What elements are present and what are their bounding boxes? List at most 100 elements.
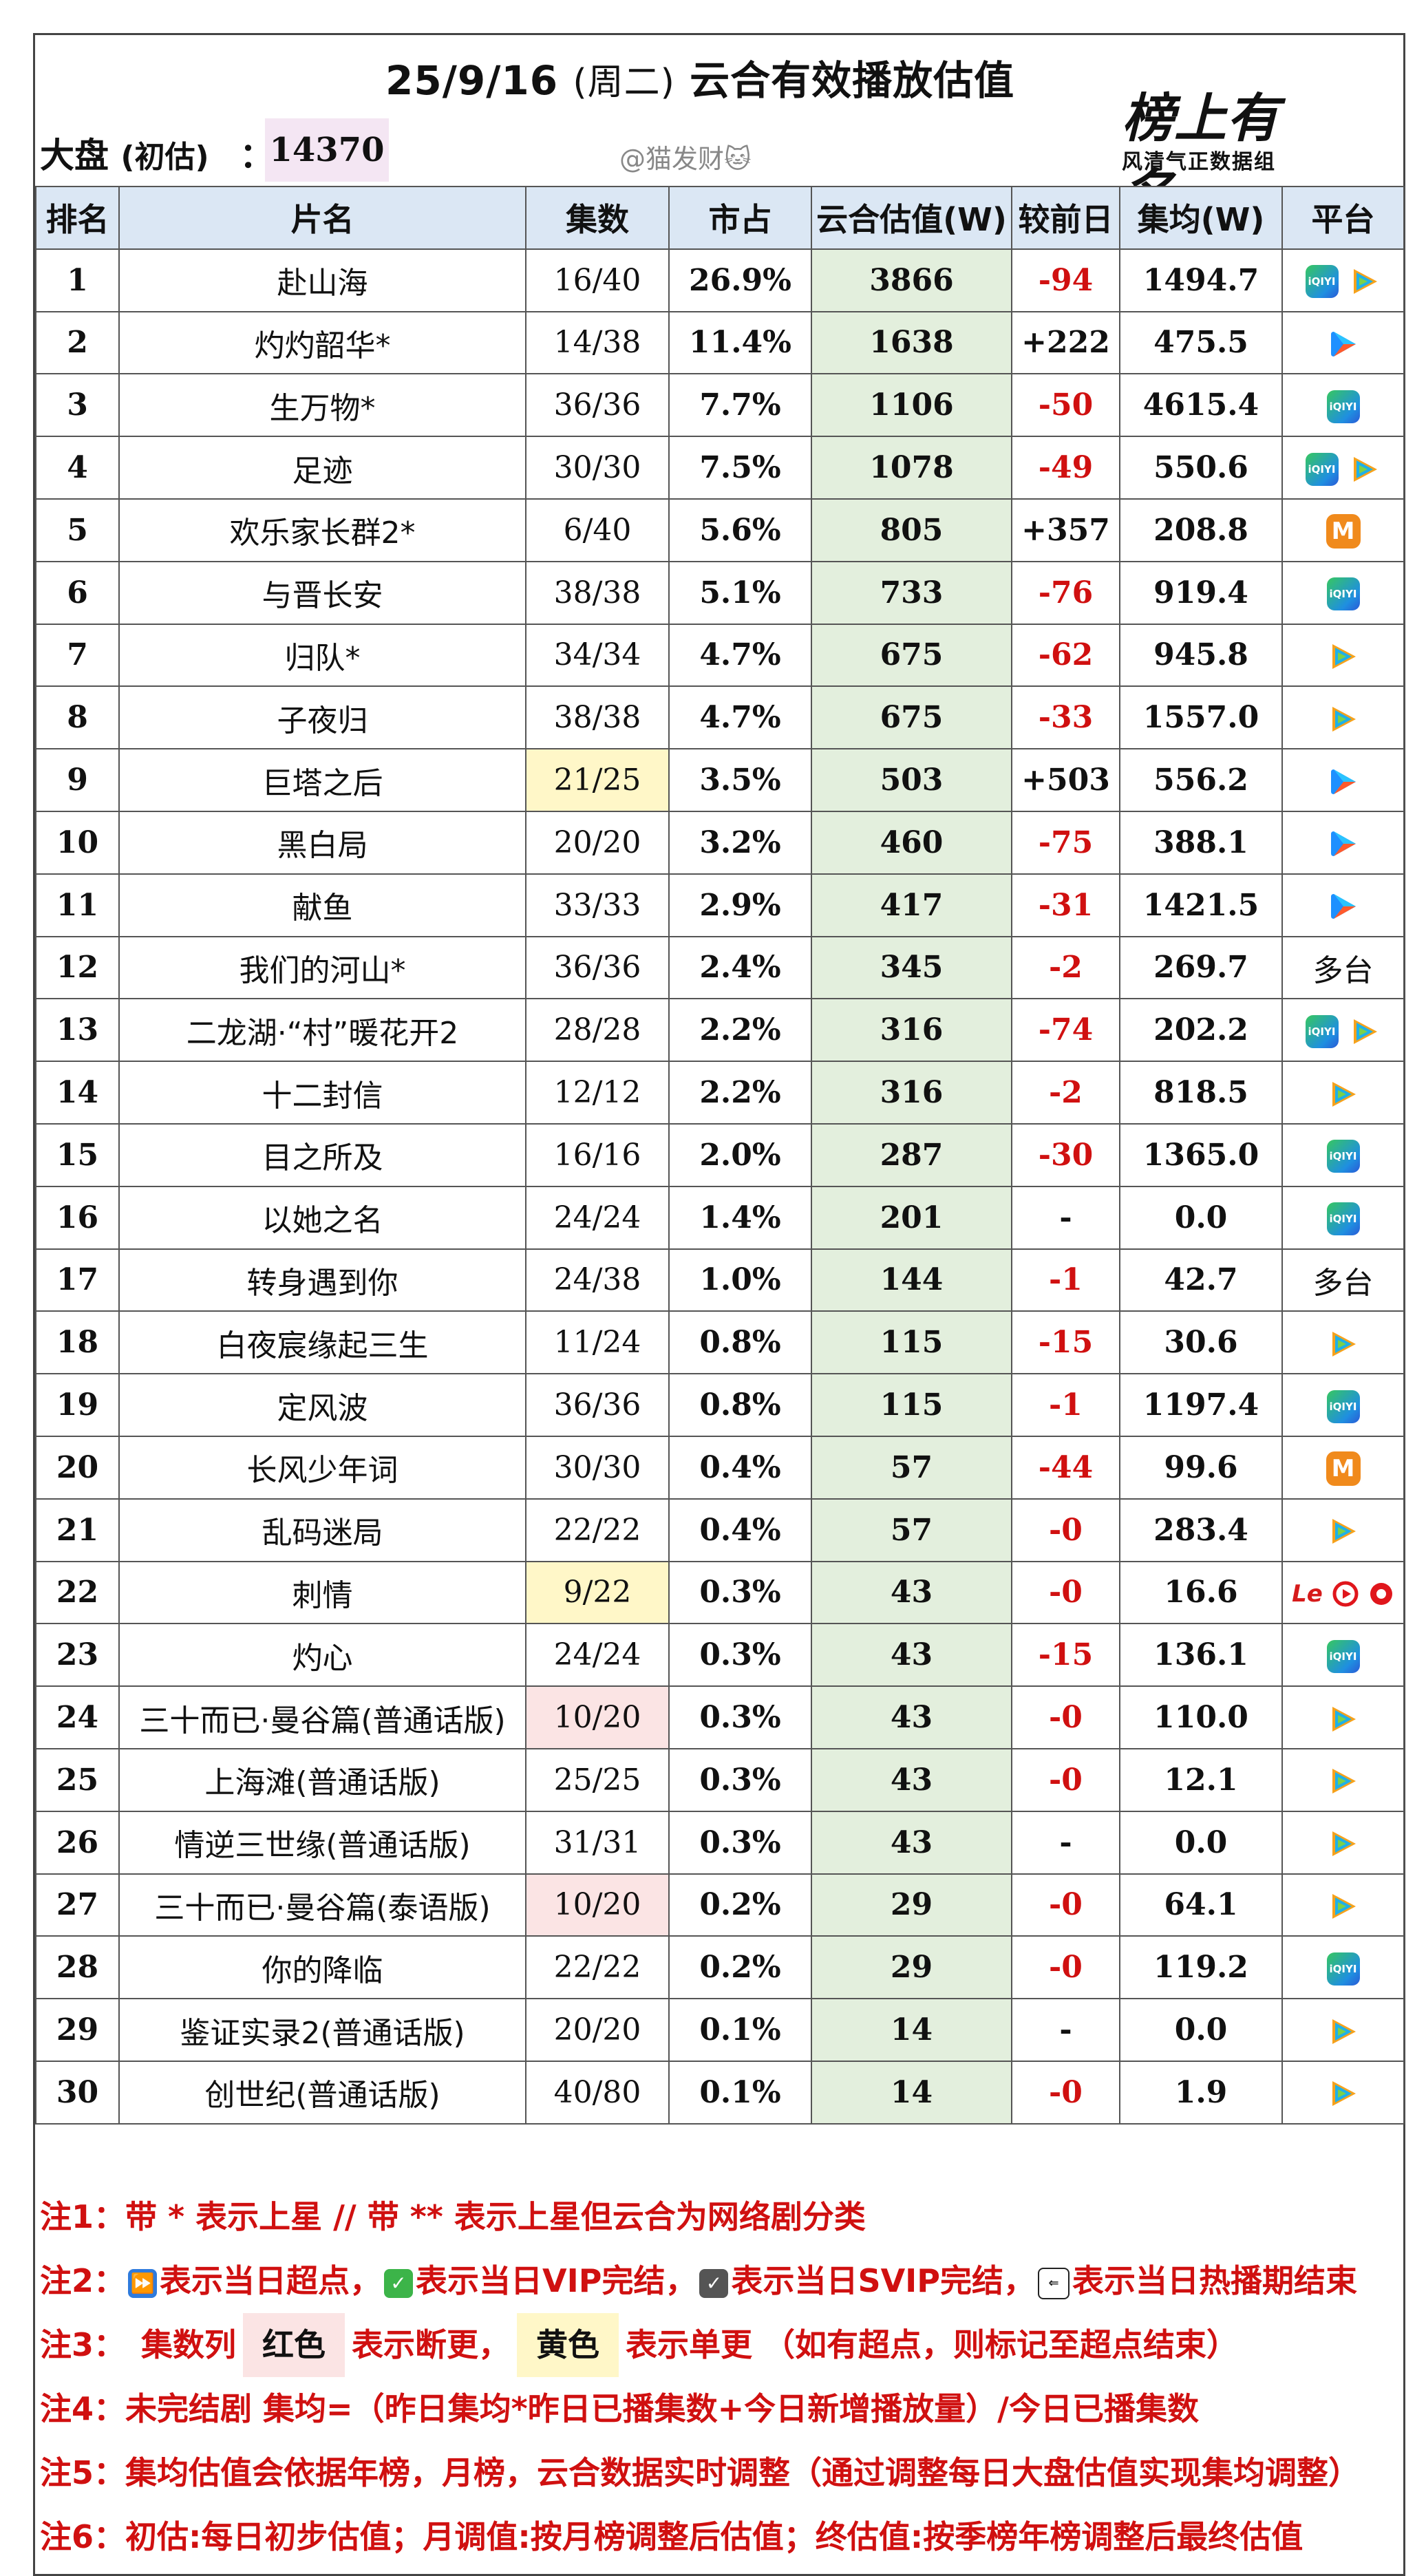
tencent-video-icon: [1353, 456, 1377, 482]
note-4: 注4：未完结剧 集均=（昨日集均*昨日已播集数+今日新增播放量）/今日已播集数: [40, 2390, 1199, 2427]
title-cell: 与晋长安: [118, 560, 526, 625]
rank-cell: 20: [35, 1435, 120, 1500]
platform-cell: [1281, 1810, 1405, 1875]
share-cell: 5.1%: [668, 560, 812, 625]
red-swatch: 红色: [243, 2313, 345, 2377]
brand-logo: 榜上有名 风清气正数据组: [1094, 76, 1321, 224]
share-cell: 0.1%: [668, 2060, 812, 2125]
estimate-cell: 503: [811, 748, 1012, 812]
rank-cell: 22: [35, 1560, 120, 1625]
table-row: 11 献鱼 33/33 2.9% 417 -31 1421.5: [35, 873, 1405, 937]
share-cell: 4.7%: [668, 623, 812, 688]
share-cell: 3.5%: [668, 748, 812, 812]
fast-forward-icon: ⏩: [128, 2268, 158, 2298]
tencent-video-icon: [1332, 1831, 1356, 1857]
change-cell: -0: [1011, 1560, 1120, 1625]
title-cell: 三十而已·曼谷篇(普通话版): [118, 1685, 526, 1749]
rank-cell: 21: [35, 1498, 120, 1562]
col-header-change: 较前日: [1011, 186, 1120, 250]
estimate-cell: 43: [811, 1560, 1012, 1625]
tencent-video-icon: [1332, 1081, 1356, 1107]
table-row: 13 二龙湖·“村”暖花开2 28/28 2.2% 316 -74 202.2 iQIYI: [35, 998, 1405, 1063]
title-cell: 子夜归: [118, 685, 526, 750]
rank-cell: 8: [35, 685, 120, 750]
title-cell: 归队*: [118, 623, 526, 688]
platform-cell: iQIYI: [1281, 1623, 1405, 1688]
change-cell: -2: [1011, 935, 1120, 1000]
rank-cell: 12: [35, 935, 120, 1000]
platform-cell: iQIYI: [1281, 436, 1405, 500]
episodes-cell: 36/36: [525, 373, 670, 438]
platform-cell: [1281, 1998, 1405, 2062]
rank-cell: 10: [35, 810, 120, 875]
rank-cell: 7: [35, 623, 120, 688]
platform-cell: [1281, 1873, 1405, 1937]
share-cell: 2.9%: [668, 873, 812, 937]
change-cell: -15: [1011, 1310, 1120, 1375]
rank-cell: 27: [35, 1873, 120, 1937]
table-row: 6 与晋长安 38/38 5.1% 733 -76 919.4 iQIYI: [35, 560, 1405, 625]
page-frame: [33, 33, 1405, 2576]
table-row: 25 上海滩(普通话版) 25/25 0.3% 43 -0 12.1: [35, 1747, 1405, 1812]
share-cell: 5.6%: [668, 498, 812, 562]
table-row: 27 三十而已·曼谷篇(泰语版) 10/20 0.2% 29 -0 64.1: [35, 1873, 1405, 1937]
iqiyi-icon: iQIYI: [1305, 1014, 1339, 1048]
share-cell: 2.0%: [668, 1122, 812, 1187]
platform-cell: [1281, 310, 1405, 375]
estimate-cell: 417: [811, 873, 1012, 937]
table-row: 14 十二封信 12/12 2.2% 316 -2 818.5: [35, 1061, 1405, 1125]
estimate-cell: 14: [811, 2060, 1012, 2125]
title-cell: 情逆三世缘(普通话版): [118, 1810, 526, 1875]
note-2-peak: 表示当日超点，: [160, 2262, 382, 2299]
table-row: 8 子夜归 38/38 4.7% 675 -33 1557.0: [35, 685, 1405, 750]
episodes-cell: 11/24: [525, 1310, 670, 1375]
title-cell: 黑白局: [118, 810, 526, 875]
tencent-video-icon: [1353, 269, 1377, 295]
le-icon: Le: [1292, 1580, 1323, 1608]
rank-cell: 11: [35, 873, 120, 937]
rank-cell: 13: [35, 998, 120, 1063]
episodes-cell: 24/24: [525, 1623, 670, 1688]
platform-cell: iQIYI: [1281, 1935, 1405, 2000]
title-cell: 灼灼韶华*: [118, 310, 526, 375]
author-watermark: @猫发财🐱: [619, 144, 752, 174]
platform-cell: iQIYI: [1281, 560, 1405, 625]
title-cell: 我们的河山*: [118, 935, 526, 1000]
note-5: 注5：集均估值会依据年榜，月榜，云合数据实时调整（通过调整每日大盘估值实现集均调…: [40, 2454, 1361, 2491]
estimate-cell: 115: [811, 1310, 1012, 1375]
average-cell: 208.8: [1119, 498, 1283, 562]
tencent-video-icon: [1332, 2019, 1356, 2044]
rank-cell: 4: [35, 436, 120, 500]
episodes-cell: 14/38: [525, 310, 670, 375]
episodes-cell: 40/80: [525, 2060, 670, 2125]
average-cell: 1197.4: [1119, 1373, 1283, 1437]
average-cell: 110.0: [1119, 1685, 1283, 1749]
title-cell: 乱码迷局: [118, 1498, 526, 1562]
share-cell: 2.2%: [668, 998, 812, 1063]
rank-cell: 25: [35, 1747, 120, 1812]
check-icon: ✓: [384, 2268, 414, 2298]
logo-subtitle: 风清气正数据组: [1122, 150, 1276, 174]
rank-cell: 18: [35, 1310, 120, 1375]
platform-cell: [1281, 2060, 1405, 2125]
page-title: 25/9/16 (周二) 云合有效播放估值: [385, 48, 1014, 106]
share-cell: 1.4%: [668, 1185, 812, 1250]
table-row: 24 三十而已·曼谷篇(普通话版) 10/20 0.3% 43 -0 110.0: [35, 1685, 1405, 1749]
share-cell: 0.3%: [668, 1560, 812, 1625]
average-cell: 4615.4: [1119, 373, 1283, 438]
rank-cell: 9: [35, 748, 120, 812]
table-header-row: 排名 片名 集数 市占 云合估值(W) 较前日 集均(W) 平台: [35, 186, 1405, 250]
change-cell: -62: [1011, 623, 1120, 688]
average-cell: 119.2: [1119, 1935, 1283, 2000]
share-cell: 3.2%: [668, 810, 812, 875]
tencent-video-icon: [1332, 706, 1356, 732]
change-cell: -0: [1011, 1498, 1120, 1562]
change-cell: -75: [1011, 810, 1120, 875]
average-cell: 945.8: [1119, 623, 1283, 688]
youku-icon: [1330, 831, 1356, 857]
estimate-cell: 3866: [811, 248, 1012, 312]
estimate-cell: 675: [811, 685, 1012, 750]
title-cell: 足迹: [118, 436, 526, 500]
change-cell: -44: [1011, 1435, 1120, 1500]
episodes-cell: 28/28: [525, 998, 670, 1063]
